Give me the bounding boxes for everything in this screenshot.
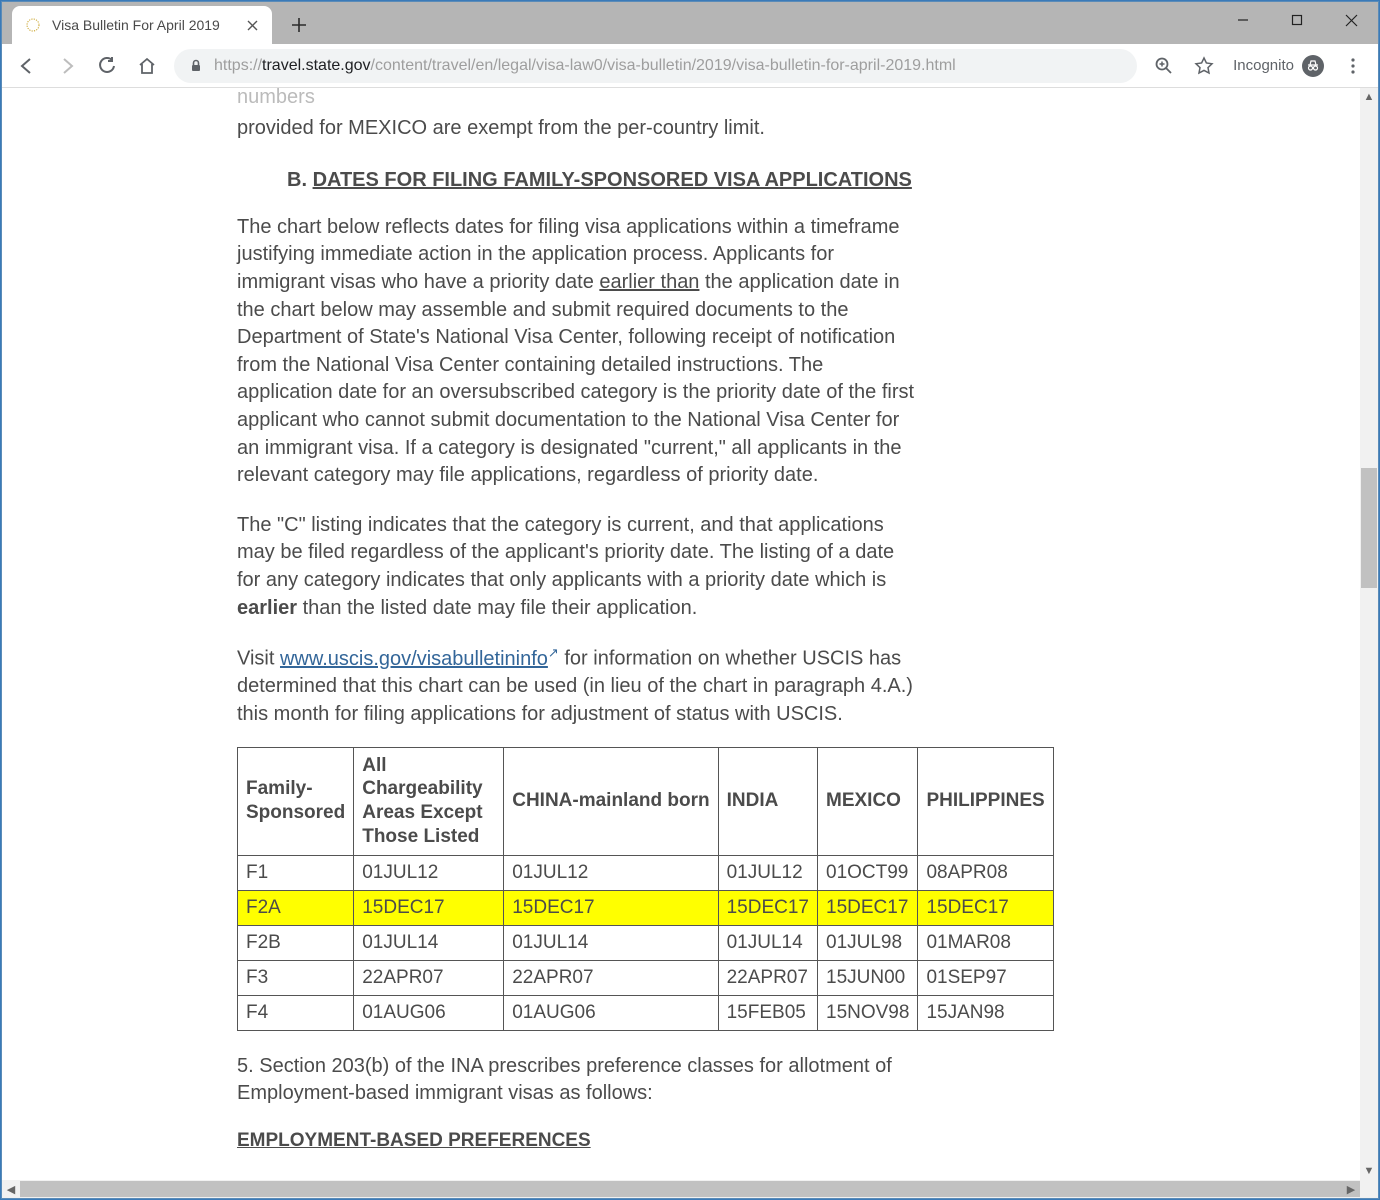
table-cell: 15DEC17 xyxy=(718,890,817,925)
bookmark-icon[interactable] xyxy=(1185,48,1223,84)
back-button[interactable] xyxy=(8,48,46,84)
table-row: F2A15DEC1715DEC1715DEC1715DEC1715DEC17 xyxy=(238,890,1054,925)
browser-tab[interactable]: Visa Bulletin For April 2019 xyxy=(12,6,272,44)
table-cell: 01JUL12 xyxy=(504,855,718,890)
table-cell: 01AUG06 xyxy=(354,995,504,1030)
table-cell: 22APR07 xyxy=(354,960,504,995)
table-cell: F2B xyxy=(238,925,354,960)
table-cell: 01JUL14 xyxy=(354,925,504,960)
table-header: INDIA xyxy=(718,747,817,855)
viewport: priority dates beginning 10FEB17 and ear… xyxy=(2,88,1378,1180)
forward-button[interactable] xyxy=(48,48,86,84)
table-cell: 01MAR08 xyxy=(918,925,1053,960)
paragraph-3: Visit www.uscis.gov/visabulletininfo↗ fo… xyxy=(237,644,917,728)
section-b-heading: B. DATES FOR FILING FAMILY-SPONSORED VIS… xyxy=(287,169,1310,192)
table-row: F322APR0722APR0722APR0715JUN0001SEP97 xyxy=(238,960,1054,995)
table-cell: 01JUL14 xyxy=(504,925,718,960)
top-fragment: provided for MEXICO are exempt from the … xyxy=(237,115,917,143)
table-cell: 15FEB05 xyxy=(718,995,817,1030)
table-cell: 15NOV98 xyxy=(818,995,918,1030)
titlebar: Visa Bulletin For April 2019 xyxy=(2,2,1378,44)
paragraph-5: 5. Section 203(b) of the INA prescribes … xyxy=(237,1053,917,1108)
paragraph-1: The chart below reflects dates for filin… xyxy=(237,214,917,490)
table-cell: F1 xyxy=(238,855,354,890)
table-cell: 01OCT99 xyxy=(818,855,918,890)
employment-heading: EMPLOYMENT-BASED PREFERENCES xyxy=(237,1130,1310,1152)
table-cell: 15DEC17 xyxy=(918,890,1053,925)
table-header: CHINA-mainland born xyxy=(504,747,718,855)
maximize-button[interactable] xyxy=(1270,2,1324,38)
table-header: PHILIPPINES xyxy=(918,747,1053,855)
table-cell: 15JAN98 xyxy=(918,995,1053,1030)
minimize-button[interactable] xyxy=(1216,2,1270,38)
table-cell: 22APR07 xyxy=(504,960,718,995)
incognito-icon xyxy=(1302,55,1324,77)
filing-dates-table: Family-SponsoredAll Chargeability Areas … xyxy=(237,747,1054,1031)
table-row: F2B01JUL1401JUL1401JUL1401JUL9801MAR08 xyxy=(238,925,1054,960)
table-cell: 01JUL12 xyxy=(718,855,817,890)
scroll-up-icon[interactable]: ▲ xyxy=(1360,88,1378,106)
url-text: https://travel.state.gov/content/travel/… xyxy=(214,57,956,75)
table-cell: F3 xyxy=(238,960,354,995)
new-tab-button[interactable] xyxy=(284,10,314,40)
table-cell: 01JUL98 xyxy=(818,925,918,960)
table-cell: F4 xyxy=(238,995,354,1030)
table-row: F101JUL1201JUL1201JUL1201OCT9908APR08 xyxy=(238,855,1054,890)
table-header: MEXICO xyxy=(818,747,918,855)
table-header: Family-Sponsored xyxy=(238,747,354,855)
table-cell: 15JUN00 xyxy=(818,960,918,995)
table-cell: F2A xyxy=(238,890,354,925)
table-cell: 15DEC17 xyxy=(504,890,718,925)
reload-button[interactable] xyxy=(88,48,126,84)
table-row: F401AUG0601AUG0615FEB0515NOV9815JAN98 xyxy=(238,995,1054,1030)
table-cell: 22APR07 xyxy=(718,960,817,995)
lock-icon xyxy=(188,58,204,74)
address-bar[interactable]: https://travel.state.gov/content/travel/… xyxy=(174,49,1137,83)
table-cell: 01AUG06 xyxy=(504,995,718,1030)
page-content[interactable]: priority dates beginning 10FEB17 and ear… xyxy=(2,88,1360,1180)
paragraph-2: The "C" listing indicates that the categ… xyxy=(237,512,917,622)
horizontal-scrollbar[interactable]: ◀ ▶ xyxy=(2,1180,1378,1198)
close-window-button[interactable] xyxy=(1324,2,1378,38)
home-button[interactable] xyxy=(128,48,166,84)
incognito-indicator: Incognito xyxy=(1225,55,1332,77)
tab-favicon-icon xyxy=(24,16,42,34)
incognito-label: Incognito xyxy=(1233,57,1294,74)
table-cell: 01SEP97 xyxy=(918,960,1053,995)
table-cell: 08APR08 xyxy=(918,855,1053,890)
scroll-right-icon[interactable]: ▶ xyxy=(1342,1180,1360,1198)
uscis-link[interactable]: www.uscis.gov/visabulletininfo↗ xyxy=(280,648,559,670)
tab-close-icon[interactable] xyxy=(244,17,260,33)
zoom-icon[interactable] xyxy=(1145,48,1183,84)
browser-toolbar: https://travel.state.gov/content/travel/… xyxy=(2,44,1378,88)
scroll-down-icon[interactable]: ▼ xyxy=(1360,1162,1378,1180)
table-cell: 15DEC17 xyxy=(818,890,918,925)
vertical-scroll-thumb[interactable] xyxy=(1361,468,1377,588)
table-cell: 15DEC17 xyxy=(354,890,504,925)
external-link-icon: ↗ xyxy=(548,644,559,662)
horizontal-scroll-thumb[interactable] xyxy=(20,1181,1360,1197)
vertical-scrollbar[interactable]: ▲ ▼ xyxy=(1360,88,1378,1180)
window-controls xyxy=(1216,2,1378,38)
scroll-left-icon[interactable]: ◀ xyxy=(2,1180,20,1198)
menu-button[interactable] xyxy=(1334,48,1372,84)
table-cell: 01JUL12 xyxy=(354,855,504,890)
scrollbar-corner xyxy=(1360,1180,1378,1198)
tab-title: Visa Bulletin For April 2019 xyxy=(52,17,244,33)
browser-window: Visa Bulletin For April 2019 https://tra… xyxy=(1,1,1379,1199)
table-header: All Chargeability Areas Except Those Lis… xyxy=(354,747,504,855)
table-cell: 01JUL14 xyxy=(718,925,817,960)
